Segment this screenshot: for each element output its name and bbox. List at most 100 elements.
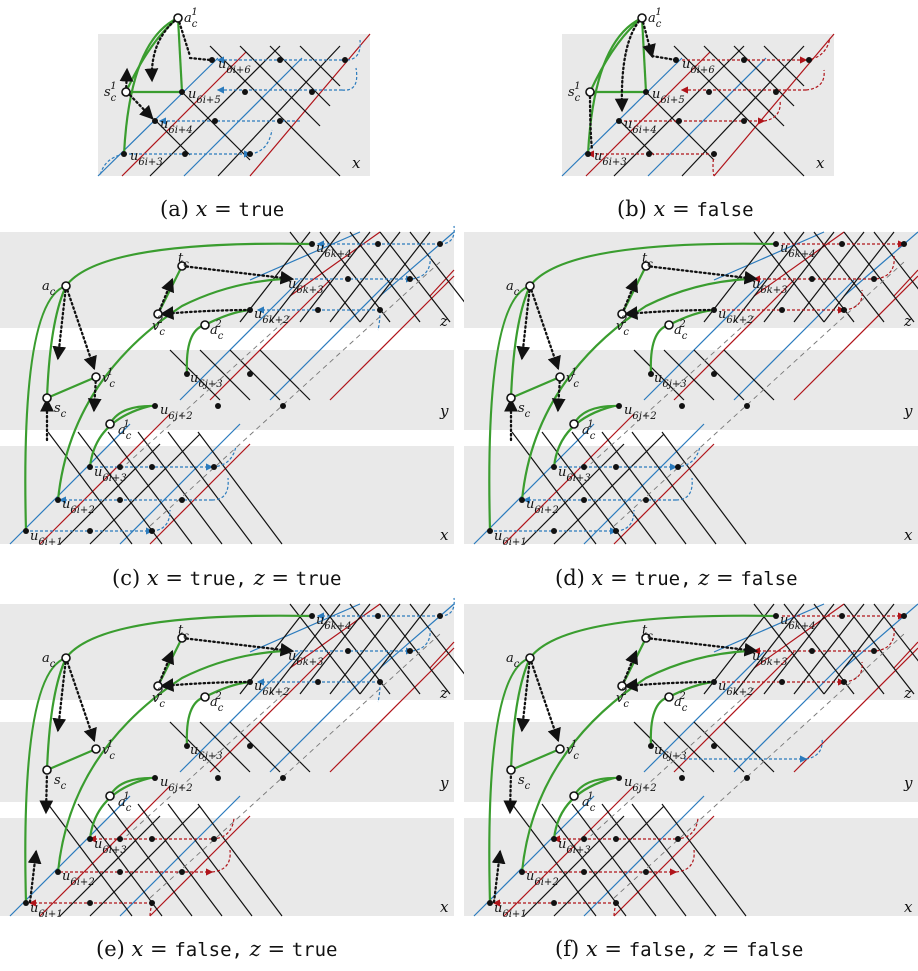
label-a-c: ac <box>506 651 520 670</box>
label-s-c: sc <box>54 773 67 792</box>
svg-text:sc1: sc1 <box>568 81 581 104</box>
label-u-6j3: u6j+3 <box>190 371 223 390</box>
label-u-6i1: u6i+1 <box>30 901 63 920</box>
label-u-6k3: u6k+3 <box>752 649 788 668</box>
label-u-6j2: u6j+2 <box>624 403 657 422</box>
caption-a: (a) x = true <box>160 197 285 221</box>
svg-text:u6i+3: u6i+3 <box>594 149 627 168</box>
label-t-c: tc <box>642 623 653 642</box>
green-paths <box>488 614 777 904</box>
dotted-arrows <box>504 264 759 442</box>
big-panels: ac sc vc1 vc2 tc ac1 ac2 u6i+1 u6i+2 u6i+3 u6j+2 u6… <box>0 225 918 920</box>
node-labels: ac sc vc1 vc2 tc ac1 ac2 u6i+1 u6i+2 u6i+3 u6j+2 u6… <box>494 241 913 548</box>
label-t-c: tc <box>642 251 653 270</box>
dotted-arrows <box>491 636 759 904</box>
label-a-c: ac <box>42 279 56 298</box>
band-label-z: z <box>439 684 448 702</box>
band-label-z: z <box>903 312 912 330</box>
label-a-c2: ac2 <box>210 319 224 342</box>
nodes <box>23 613 443 906</box>
label-u-6i1: u6i+1 <box>494 529 527 548</box>
svg-text:u6i+6: u6i+6 <box>218 57 251 76</box>
green-paths <box>24 614 313 904</box>
svg-text:u6i+6: u6i+6 <box>682 57 715 76</box>
label-u-6i2: u6i+2 <box>62 869 95 888</box>
label-u-6k2: u6k+2 <box>718 679 754 698</box>
label-v-c1: vc1 <box>102 367 115 390</box>
band-label-y: y <box>903 402 913 420</box>
svg-text:ac1: ac1 <box>648 7 662 30</box>
band-label-x: x <box>904 898 913 916</box>
lattice <box>473 231 918 545</box>
node-labels: ac sc vc1 vc2 tc ac1 ac2 u6i+1 u6i+2 u6i+3 u6j+2 u6… <box>30 613 449 920</box>
label-v-c2: vc2 <box>152 315 165 338</box>
label-u-6k2: u6k+2 <box>254 307 290 326</box>
nodes-b <box>585 13 812 157</box>
label-a-c1: ac1 <box>118 419 132 442</box>
label-u-6k4: u6k+4 <box>316 613 352 632</box>
svg-text:u6i+5: u6i+5 <box>652 87 685 106</box>
label-v-c1: vc1 <box>566 739 579 762</box>
node-labels: ac sc vc1 vc2 tc ac1 ac2 u6i+1 u6i+2 u6i+3 u6j+2 u6… <box>494 613 913 920</box>
green-paths-a <box>122 17 184 155</box>
label-v-c2: vc2 <box>616 315 629 338</box>
label-v-c1: vc1 <box>102 739 115 762</box>
label-u-6k4: u6k+4 <box>780 241 816 260</box>
label-u-6k2: u6k+2 <box>254 679 290 698</box>
label-u-6j2: u6j+2 <box>160 775 193 794</box>
labels-a: ac1 sc1 u6i+6 u6i+5 u6i+4 u6i+3 x <box>104 7 361 172</box>
band-label-z: z <box>903 684 912 702</box>
svg-text:u6i+4: u6i+4 <box>624 117 657 136</box>
label-v-c1: vc1 <box>566 367 579 390</box>
label-u-6j3: u6j+3 <box>654 743 687 762</box>
caption-e: (e) x = false, z = true <box>96 937 338 961</box>
label-u-6k4: u6k+4 <box>316 241 352 260</box>
lattice <box>9 603 481 917</box>
caption-d: (d) x = true, z = false <box>555 566 798 590</box>
label-u-6j2: u6j+2 <box>160 403 193 422</box>
label-u-6k3: u6k+3 <box>288 649 324 668</box>
panel-a: ac1 sc1 u6i+6 u6i+5 u6i+4 u6i+3 x <box>97 7 371 177</box>
label-a-c: ac <box>506 279 520 298</box>
band-label-x: x <box>440 898 449 916</box>
svg-text:x: x <box>816 154 825 172</box>
svg-text:x: x <box>352 154 361 172</box>
label-u-6i2: u6i+2 <box>526 869 559 888</box>
label-u-6i3: u6i+3 <box>94 465 127 484</box>
dotted-arrows-a <box>119 16 212 120</box>
band-label-y: y <box>439 774 449 792</box>
nodes <box>487 613 907 906</box>
label-u-6k2: u6k+2 <box>718 307 754 326</box>
band-label-y: y <box>439 402 449 420</box>
band-label-x: x <box>904 526 913 544</box>
panel-e: ac sc vc1 vc2 tc ac1 ac2 u6i+1 u6i+2 u6i+3 u6j+2 u6… <box>0 597 481 920</box>
label-u-6k3: u6k+3 <box>752 277 788 296</box>
band-label-z: z <box>439 312 448 330</box>
label-t-c: tc <box>178 251 189 270</box>
label-a-c: ac <box>42 651 56 670</box>
nodes-a <box>121 13 348 157</box>
svg-text:sc1: sc1 <box>104 81 117 104</box>
label-u-6j3: u6j+3 <box>654 371 687 390</box>
label-u-6k3: u6k+3 <box>288 277 324 296</box>
caption-f: (f) x = false, z = false <box>555 937 804 961</box>
label-s-c: sc <box>518 401 531 420</box>
label-u-6i3: u6i+3 <box>558 465 591 484</box>
nodes <box>487 241 907 534</box>
dotted-arrows <box>27 636 295 904</box>
label-a-c1: ac1 <box>118 791 132 814</box>
panel-f: ac sc vc1 vc2 tc ac1 ac2 u6i+1 u6i+2 u6i+3 u6j+2 u6… <box>464 603 918 920</box>
label-u-6i2: u6i+2 <box>526 497 559 516</box>
label-a-c2: ac2 <box>210 691 224 714</box>
label-s-c: sc <box>518 773 531 792</box>
panel-b: ac1 sc1 u6i+6 u6i+5 u6i+4 u6i+3 x <box>561 7 835 177</box>
band-label-y: y <box>903 774 913 792</box>
label-a-c2: ac2 <box>674 691 688 714</box>
label-s-c: sc <box>54 401 67 420</box>
label-u-6j3: u6j+3 <box>190 743 223 762</box>
label-u-6i1: u6i+1 <box>30 529 63 548</box>
node-labels: ac sc vc1 vc2 tc ac1 ac2 u6i+1 u6i+2 u6i+3 u6j+2 u6… <box>30 241 449 548</box>
svg-text:u6i+4: u6i+4 <box>160 117 193 136</box>
label-v-c2: vc2 <box>152 687 165 710</box>
